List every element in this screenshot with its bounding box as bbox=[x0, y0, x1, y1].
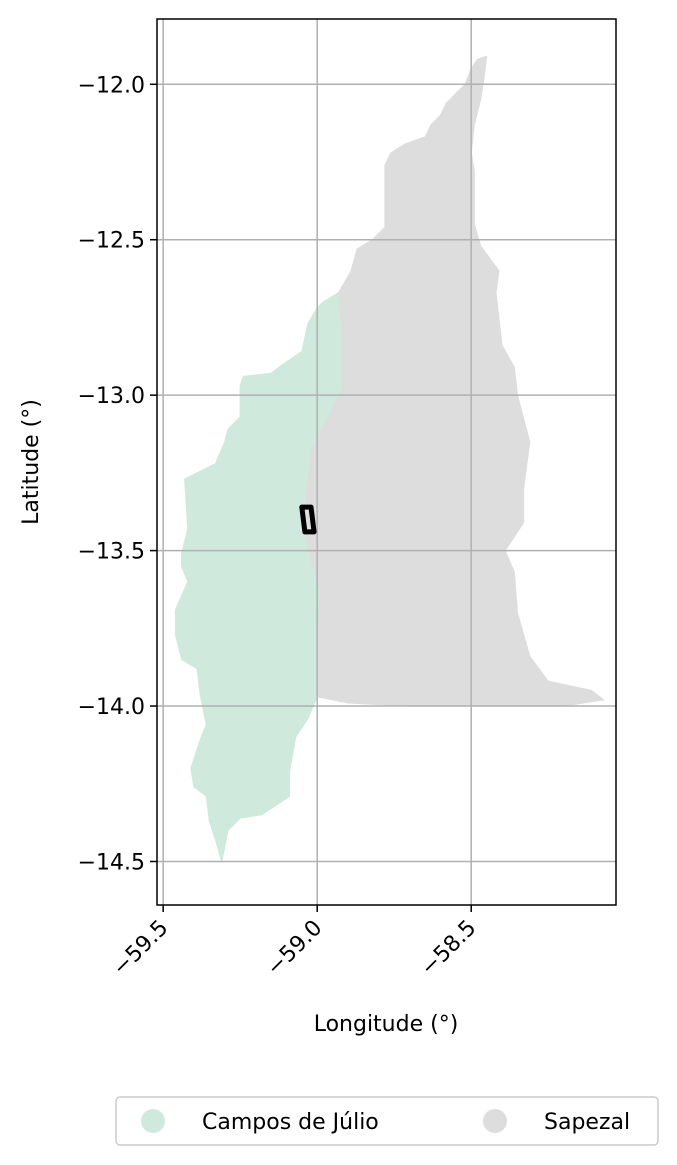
grid-layer bbox=[157, 19, 616, 905]
y-tick-label: −14.0 bbox=[78, 695, 145, 720]
highlight-layer bbox=[299, 504, 317, 535]
y-tick-label: −12.5 bbox=[78, 229, 145, 254]
legend-frame bbox=[115, 1096, 659, 1146]
legend-label-sapezal: Sapezal bbox=[544, 1110, 630, 1135]
legend-marker-sapezal bbox=[483, 1109, 507, 1133]
y-tick-label: −12.0 bbox=[78, 73, 145, 98]
plot-area bbox=[156, 18, 617, 906]
axes-frame bbox=[156, 18, 617, 906]
legend-label-campos-de-julio: Campos de Júlio bbox=[202, 1110, 379, 1135]
y-tick-label: −13.0 bbox=[78, 384, 145, 409]
legend-marker-campos-de-julio bbox=[141, 1109, 165, 1133]
y-tick-label: −13.5 bbox=[78, 540, 145, 565]
y-tick-label: −14.5 bbox=[78, 850, 145, 875]
highlight-polygon bbox=[299, 504, 317, 535]
x-tick-label: −59.5 bbox=[108, 916, 173, 981]
x-axis-title: Longitude (°) bbox=[314, 1012, 459, 1037]
x-tick-label: −59.0 bbox=[262, 916, 327, 981]
legend: Campos de Júlio Sapezal bbox=[115, 1096, 659, 1146]
y-axis-title: Latitude (°) bbox=[19, 399, 44, 525]
x-tick-label: −58.5 bbox=[416, 916, 481, 981]
y-axis: −12.0 −12.5 −13.0 −13.5 −14.0 −14.5 bbox=[78, 73, 157, 875]
region-sapezal bbox=[304, 55, 605, 707]
x-axis: −59.5 −59.0 −58.5 bbox=[108, 905, 481, 981]
regions-layer bbox=[174, 55, 605, 863]
